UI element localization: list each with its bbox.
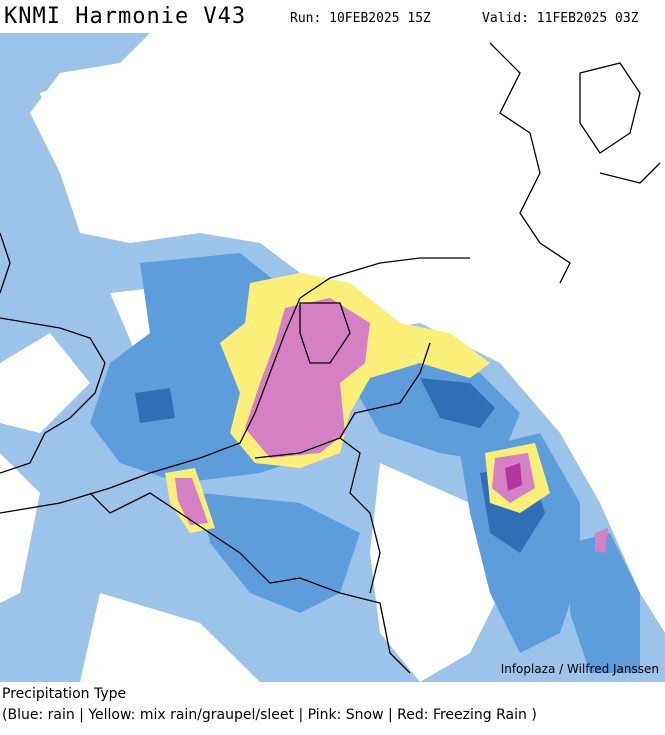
title: KNMI Harmonie V43 [4,4,247,29]
run-time: Run: 10FEB2025 15Z [290,11,431,26]
heavy-snow [505,463,522,491]
precipitation-map [0,33,665,682]
dry-gaps [0,73,500,682]
legend-text: (Blue: rain | Yellow: mix rain/graupel/s… [2,707,537,723]
legend-title: Precipitation Type [2,686,127,702]
borders [0,42,661,674]
credit: Infoplaza / Wilfred Janssen [500,662,659,676]
valid-time: Valid: 11FEB2025 03Z [482,11,639,26]
